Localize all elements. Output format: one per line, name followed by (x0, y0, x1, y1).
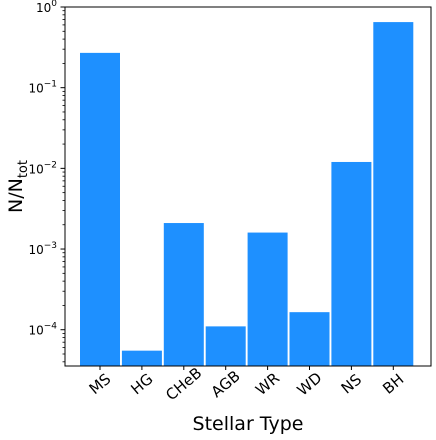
x-tick-label: BH (379, 370, 407, 398)
bar-agb (205, 326, 246, 366)
bar-ns (331, 161, 372, 366)
x-tick-label: MS (86, 370, 115, 398)
x-tick-label: NS (338, 370, 365, 397)
y-axis-title: N/Ntot (5, 160, 31, 213)
y-axis-title-main: N/N (5, 178, 27, 213)
bar-wd (289, 312, 330, 366)
y-tick-label: 10−3 (28, 241, 57, 257)
plot-frame (64, 6, 432, 367)
bar-hg (121, 350, 162, 366)
x-axis-title: Stellar Type (193, 413, 304, 435)
bar-ms (80, 52, 120, 367)
bar-bh (373, 22, 414, 366)
x-tick-label: WD (294, 369, 326, 400)
y-axis-title-subscript: tot (16, 160, 31, 178)
y-tick-label: 10−2 (28, 160, 57, 176)
y-ticks-group: 10−4 10−3 10−2 10−1 100 (28, 0, 65, 363)
bars-group (80, 22, 414, 367)
x-tick-label: HG (127, 370, 156, 399)
x-ticks-group: MS HG CHeB AGB WR WD NS BH (86, 364, 408, 404)
x-tick-label: WR (252, 369, 283, 399)
bar-wr (247, 232, 288, 366)
bar-cheb (163, 223, 204, 366)
x-tick-label: AGB (208, 367, 244, 401)
y-tick-label: 10−1 (28, 80, 57, 96)
y-tick-label: 100 (36, 0, 57, 15)
y-tick-label: 10−4 (28, 322, 57, 338)
